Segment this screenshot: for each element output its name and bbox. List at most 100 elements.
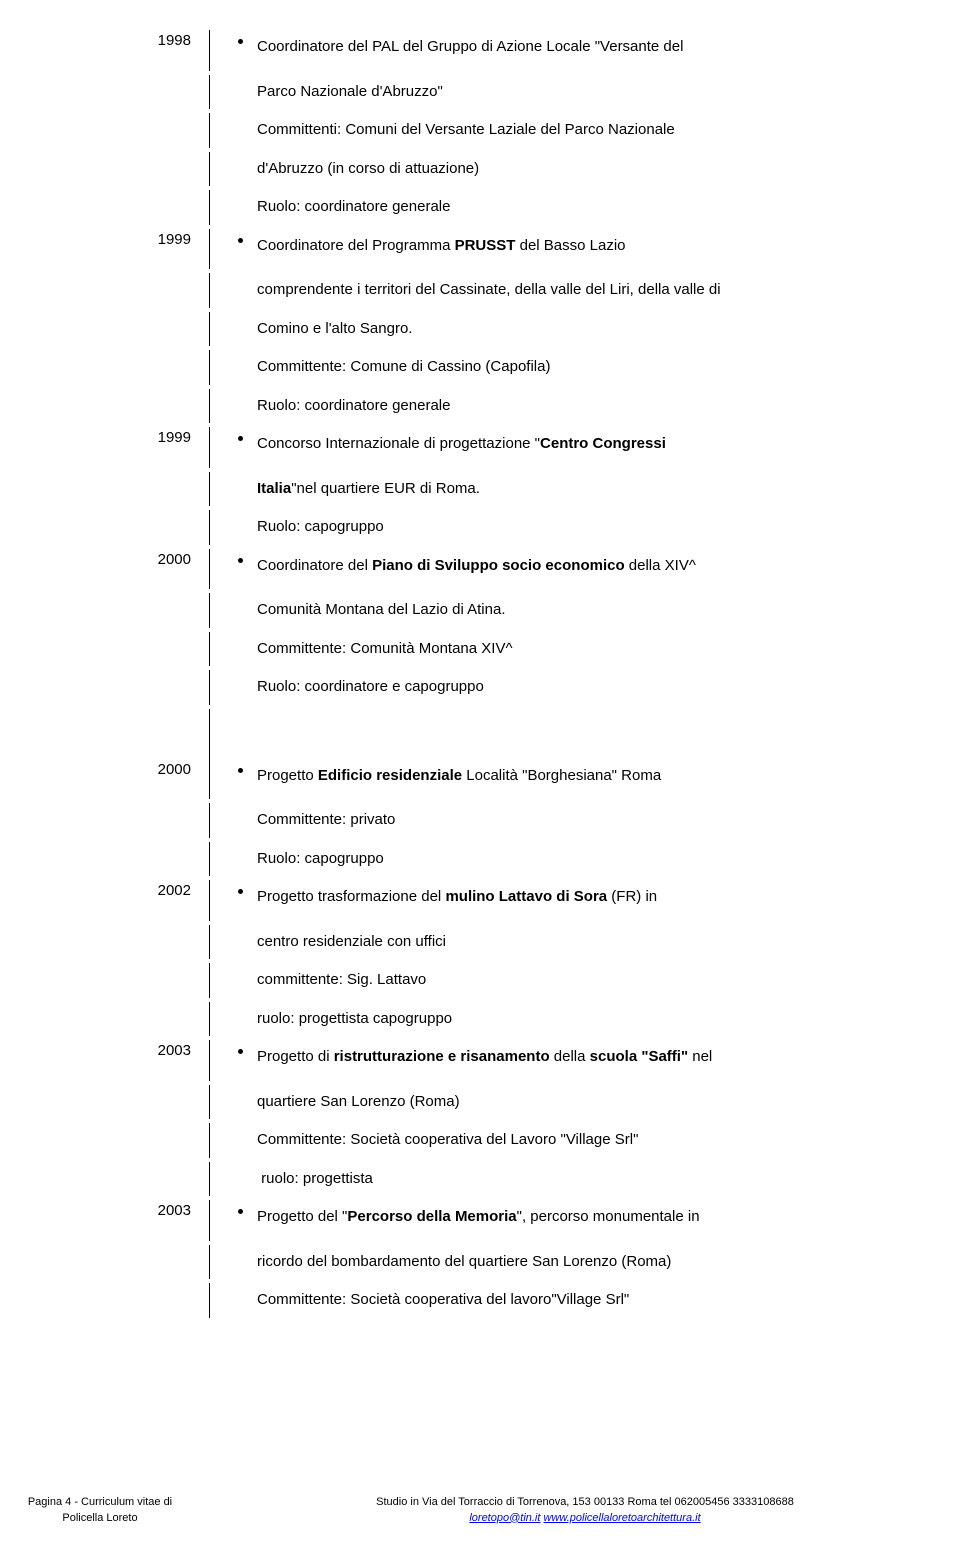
year-cell	[60, 350, 210, 385]
content-cell: ricordo del bombardamento del quartiere …	[210, 1245, 900, 1280]
content-cell: committente: Sig. Lattavo	[210, 963, 900, 998]
content-cell: ruolo: progettista	[210, 1162, 900, 1197]
year-cell: 2000	[60, 549, 210, 590]
line-text: ruolo: progettista capogruppo	[238, 1002, 900, 1037]
year-cell	[60, 803, 210, 838]
year-cell: 2003	[60, 1040, 210, 1081]
line-text: comprendente i territori del Cassinate, …	[238, 273, 900, 308]
line-text: centro residenziale con uffici	[238, 925, 900, 960]
bullet-icon	[238, 1049, 243, 1054]
bullet-icon	[238, 436, 243, 441]
content-cell: ruolo: progettista capogruppo	[210, 1002, 900, 1037]
year-cell	[60, 190, 210, 225]
cv-row: 1998Coordinatore del PAL del Gruppo di A…	[60, 30, 900, 71]
bullet-icon	[238, 768, 243, 773]
bullet-line: Progetto Edificio residenziale Località …	[238, 759, 900, 794]
year-cell	[60, 632, 210, 667]
bullet-icon	[238, 889, 243, 894]
cv-row: 1999Concorso Internazionale di progettaz…	[60, 427, 900, 468]
bullet-line: Concorso Internazionale di progettazione…	[238, 427, 900, 462]
cv-row: Committente: privato	[60, 803, 900, 838]
year-cell	[60, 152, 210, 187]
bullet-line: Coordinatore del Programma PRUSST del Ba…	[238, 229, 900, 264]
line-text: ruolo: progettista	[238, 1162, 900, 1197]
footer-name: Policella Loreto	[62, 1512, 137, 1524]
content-cell: Italia"nel quartiere EUR di Roma.	[210, 472, 900, 507]
line-text: Ruolo: capogruppo	[238, 510, 900, 545]
cv-row: centro residenziale con uffici	[60, 925, 900, 960]
cv-row: 2000 Progetto Edificio residenziale Local…	[60, 759, 900, 800]
footer-left: Pagina 4 - Curriculum vitae di Policella…	[0, 1495, 210, 1526]
bullet-line: Progetto trasformazione del mulino Latta…	[238, 880, 900, 915]
content-cell: Coordinatore del Programma PRUSST del Ba…	[210, 229, 900, 270]
content-cell: quartiere San Lorenzo (Roma)	[210, 1085, 900, 1120]
cv-row: Ruolo: coordinatore e capogruppo	[60, 670, 900, 705]
content-cell: Comunità Montana del Lazio di Atina.	[210, 593, 900, 628]
year-cell	[60, 1245, 210, 1280]
content-cell: Progetto del "Percorso della Memoria", p…	[210, 1200, 900, 1241]
bullet-line: Coordinatore del Piano di Sviluppo socio…	[238, 549, 900, 584]
year-cell: 2003	[60, 1200, 210, 1241]
line-text: Italia"nel quartiere EUR di Roma.	[238, 472, 900, 507]
year-cell: 2000	[60, 759, 210, 800]
cv-row: Committente: Società cooperativa del Lav…	[60, 1123, 900, 1158]
year-cell	[60, 510, 210, 545]
section-divider	[60, 709, 900, 759]
cv-row: Parco Nazionale d'Abruzzo"	[60, 75, 900, 110]
line-text: d'Abruzzo (in corso di attuazione)	[238, 152, 900, 187]
cv-row: Italia"nel quartiere EUR di Roma.	[60, 472, 900, 507]
line-text: Coordinatore del Programma PRUSST del Ba…	[257, 229, 626, 264]
line-text: Comunità Montana del Lazio di Atina.	[238, 593, 900, 628]
line-text: Progetto trasformazione del mulino Latta…	[257, 880, 657, 915]
line-text: Concorso Internazionale di progettazione…	[257, 427, 666, 462]
content-cell: Ruolo: capogruppo	[210, 842, 900, 877]
year-cell	[60, 842, 210, 877]
cv-row: 2000 Coordinatore del Piano di Sviluppo s…	[60, 549, 900, 590]
line-text: Committente: Comune di Cassino (Capofila…	[238, 350, 900, 385]
content-cell: Committente: Società cooperativa del lav…	[210, 1283, 900, 1318]
content-cell: Comino e l'alto Sangro.	[210, 312, 900, 347]
cv-row: Committente: Comune di Cassino (Capofila…	[60, 350, 900, 385]
cv-page: 1998Coordinatore del PAL del Gruppo di A…	[0, 0, 960, 1318]
cv-row: ricordo del bombardamento del quartiere …	[60, 1245, 900, 1280]
cv-row: 1999 Coordinatore del Programma PRUSST de…	[60, 229, 900, 270]
content-cell: Ruolo: coordinatore e capogruppo	[210, 670, 900, 705]
year-cell: 1998	[60, 30, 210, 71]
content-cell: Committente: privato	[210, 803, 900, 838]
cv-row: Ruolo: capogruppo	[60, 510, 900, 545]
bullet-icon	[238, 1209, 243, 1214]
bullet-line: Progetto di ristrutturazione e risanamen…	[238, 1040, 900, 1075]
footer-page-label: Pagina 4 - Curriculum vitae di	[28, 1496, 172, 1508]
footer-address: Studio in Via del Torraccio di Torrenova…	[376, 1496, 794, 1508]
content-cell: Committente: Comune di Cassino (Capofila…	[210, 350, 900, 385]
year-cell	[60, 963, 210, 998]
year-cell: 1999	[60, 229, 210, 270]
year-cell	[60, 1085, 210, 1120]
bullet-line: Progetto del "Percorso della Memoria", p…	[238, 1200, 900, 1235]
year-cell	[60, 1162, 210, 1197]
cv-row: Ruolo: coordinatore generale	[60, 190, 900, 225]
year-cell	[60, 273, 210, 308]
year-cell: 2002	[60, 880, 210, 921]
year-cell	[60, 1002, 210, 1037]
line-text: Parco Nazionale d'Abruzzo"	[238, 75, 900, 110]
entries-section-2: 2000 Progetto Edificio residenziale Local…	[60, 759, 900, 1318]
year-cell	[60, 925, 210, 960]
content-cell: Progetto di ristrutturazione e risanamen…	[210, 1040, 900, 1081]
year-cell	[60, 1123, 210, 1158]
cv-row: Ruolo: coordinatore generale	[60, 389, 900, 424]
line-text: quartiere San Lorenzo (Roma)	[238, 1085, 900, 1120]
line-text: Progetto Edificio residenziale Località …	[257, 759, 661, 794]
line-text: Committente: privato	[238, 803, 900, 838]
content-cell: Concorso Internazionale di progettazione…	[210, 427, 900, 468]
cv-row: committente: Sig. Lattavo	[60, 963, 900, 998]
line-text: Committente: Società cooperativa del lav…	[238, 1283, 900, 1318]
entries-section-1: 1998Coordinatore del PAL del Gruppo di A…	[60, 30, 900, 705]
footer-email-link[interactable]: loretopo@tin.it	[469, 1512, 540, 1524]
content-cell: Committente: Società cooperativa del Lav…	[210, 1123, 900, 1158]
year-cell	[60, 113, 210, 148]
line-text: Ruolo: coordinatore generale	[238, 389, 900, 424]
footer-site-link[interactable]: www.policellaloretoarchitettura.it	[544, 1512, 701, 1524]
year-cell	[60, 472, 210, 507]
cv-row: Committente: Comunità Montana XIV^	[60, 632, 900, 667]
